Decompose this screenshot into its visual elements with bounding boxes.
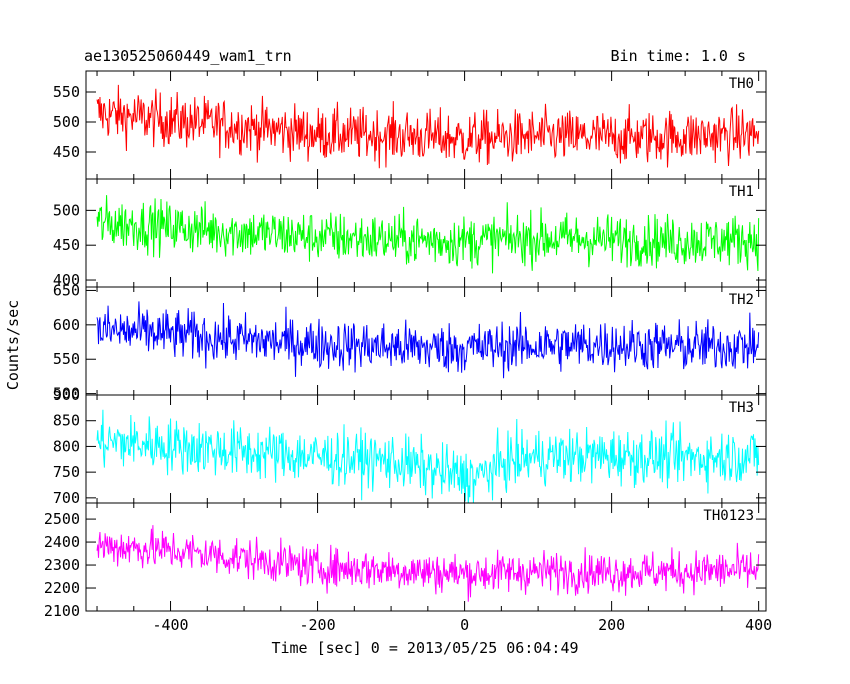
series-line-th0 — [96, 84, 760, 169]
y-tick-label: 600 — [53, 316, 80, 334]
chart-title-left: ae130525060449_wam1_trn — [84, 47, 292, 65]
y-tick-label: 850 — [53, 412, 80, 430]
x-tick-label: -400 — [152, 616, 188, 634]
panel-frame — [85, 502, 767, 612]
x-tick-label: -200 — [300, 616, 336, 634]
y-tick-label: 700 — [53, 489, 80, 507]
y-tick-label: 2500 — [44, 510, 80, 528]
panel-label: TH2 — [729, 292, 754, 308]
series-line-th3 — [96, 409, 760, 503]
y-axis-label: Counts/sec — [4, 300, 22, 390]
panel-th3: 700 750 800 850 900 TH3 — [53, 386, 767, 507]
series-line-th1 — [96, 195, 760, 274]
chart-title-right: Bin time: 1.0 s — [611, 47, 746, 65]
y-tick-label: 800 — [53, 437, 80, 455]
panel-th0: 450 500 550 TH0 — [53, 70, 767, 180]
y-tick-label: 500 — [53, 113, 80, 131]
y-tick-label: 2400 — [44, 533, 80, 551]
y-tick-label: 550 — [53, 83, 80, 101]
x-axis-label: Time [sec] 0 = 2013/05/25 06:04:49 — [271, 639, 578, 657]
panel-th1: 400 450 500 TH1 — [53, 178, 767, 289]
y-tick-label: 450 — [53, 236, 80, 254]
y-tick-label: 650 — [53, 281, 80, 299]
y-tick-label: 2300 — [44, 556, 80, 574]
panel-label: TH0123 — [703, 508, 754, 524]
y-tick-label: 2200 — [44, 579, 80, 597]
y-tick-label: 900 — [53, 386, 80, 404]
y-tick-label: 750 — [53, 463, 80, 481]
y-tick-label: 500 — [53, 385, 80, 403]
series-line-th0123 — [96, 525, 760, 602]
panel-th0123: 2100 2200 2300 2400 2500 TH0123 — [44, 502, 767, 620]
x-tick-label: 0 — [460, 616, 469, 634]
panel-th2: 500 550 600 650 TH2 — [53, 281, 767, 403]
y-tick-label: 450 — [53, 143, 80, 161]
panels-group: 450 500 550 TH0 400 450 500 TH1 500 550 600 650 TH2 7… — [44, 70, 772, 634]
panel-label: TH0 — [729, 76, 754, 92]
x-tick-label: 200 — [598, 616, 625, 634]
series-line-th2 — [96, 301, 760, 379]
y-tick-label: 500 — [53, 201, 80, 219]
y-tick-label: 550 — [53, 350, 80, 368]
x-tick-label: 400 — [745, 616, 772, 634]
y-tick-label: 2100 — [44, 602, 80, 620]
panel-label: TH1 — [729, 184, 754, 200]
panel-label: TH3 — [729, 400, 754, 416]
y-tick-label: 400 — [53, 271, 80, 289]
